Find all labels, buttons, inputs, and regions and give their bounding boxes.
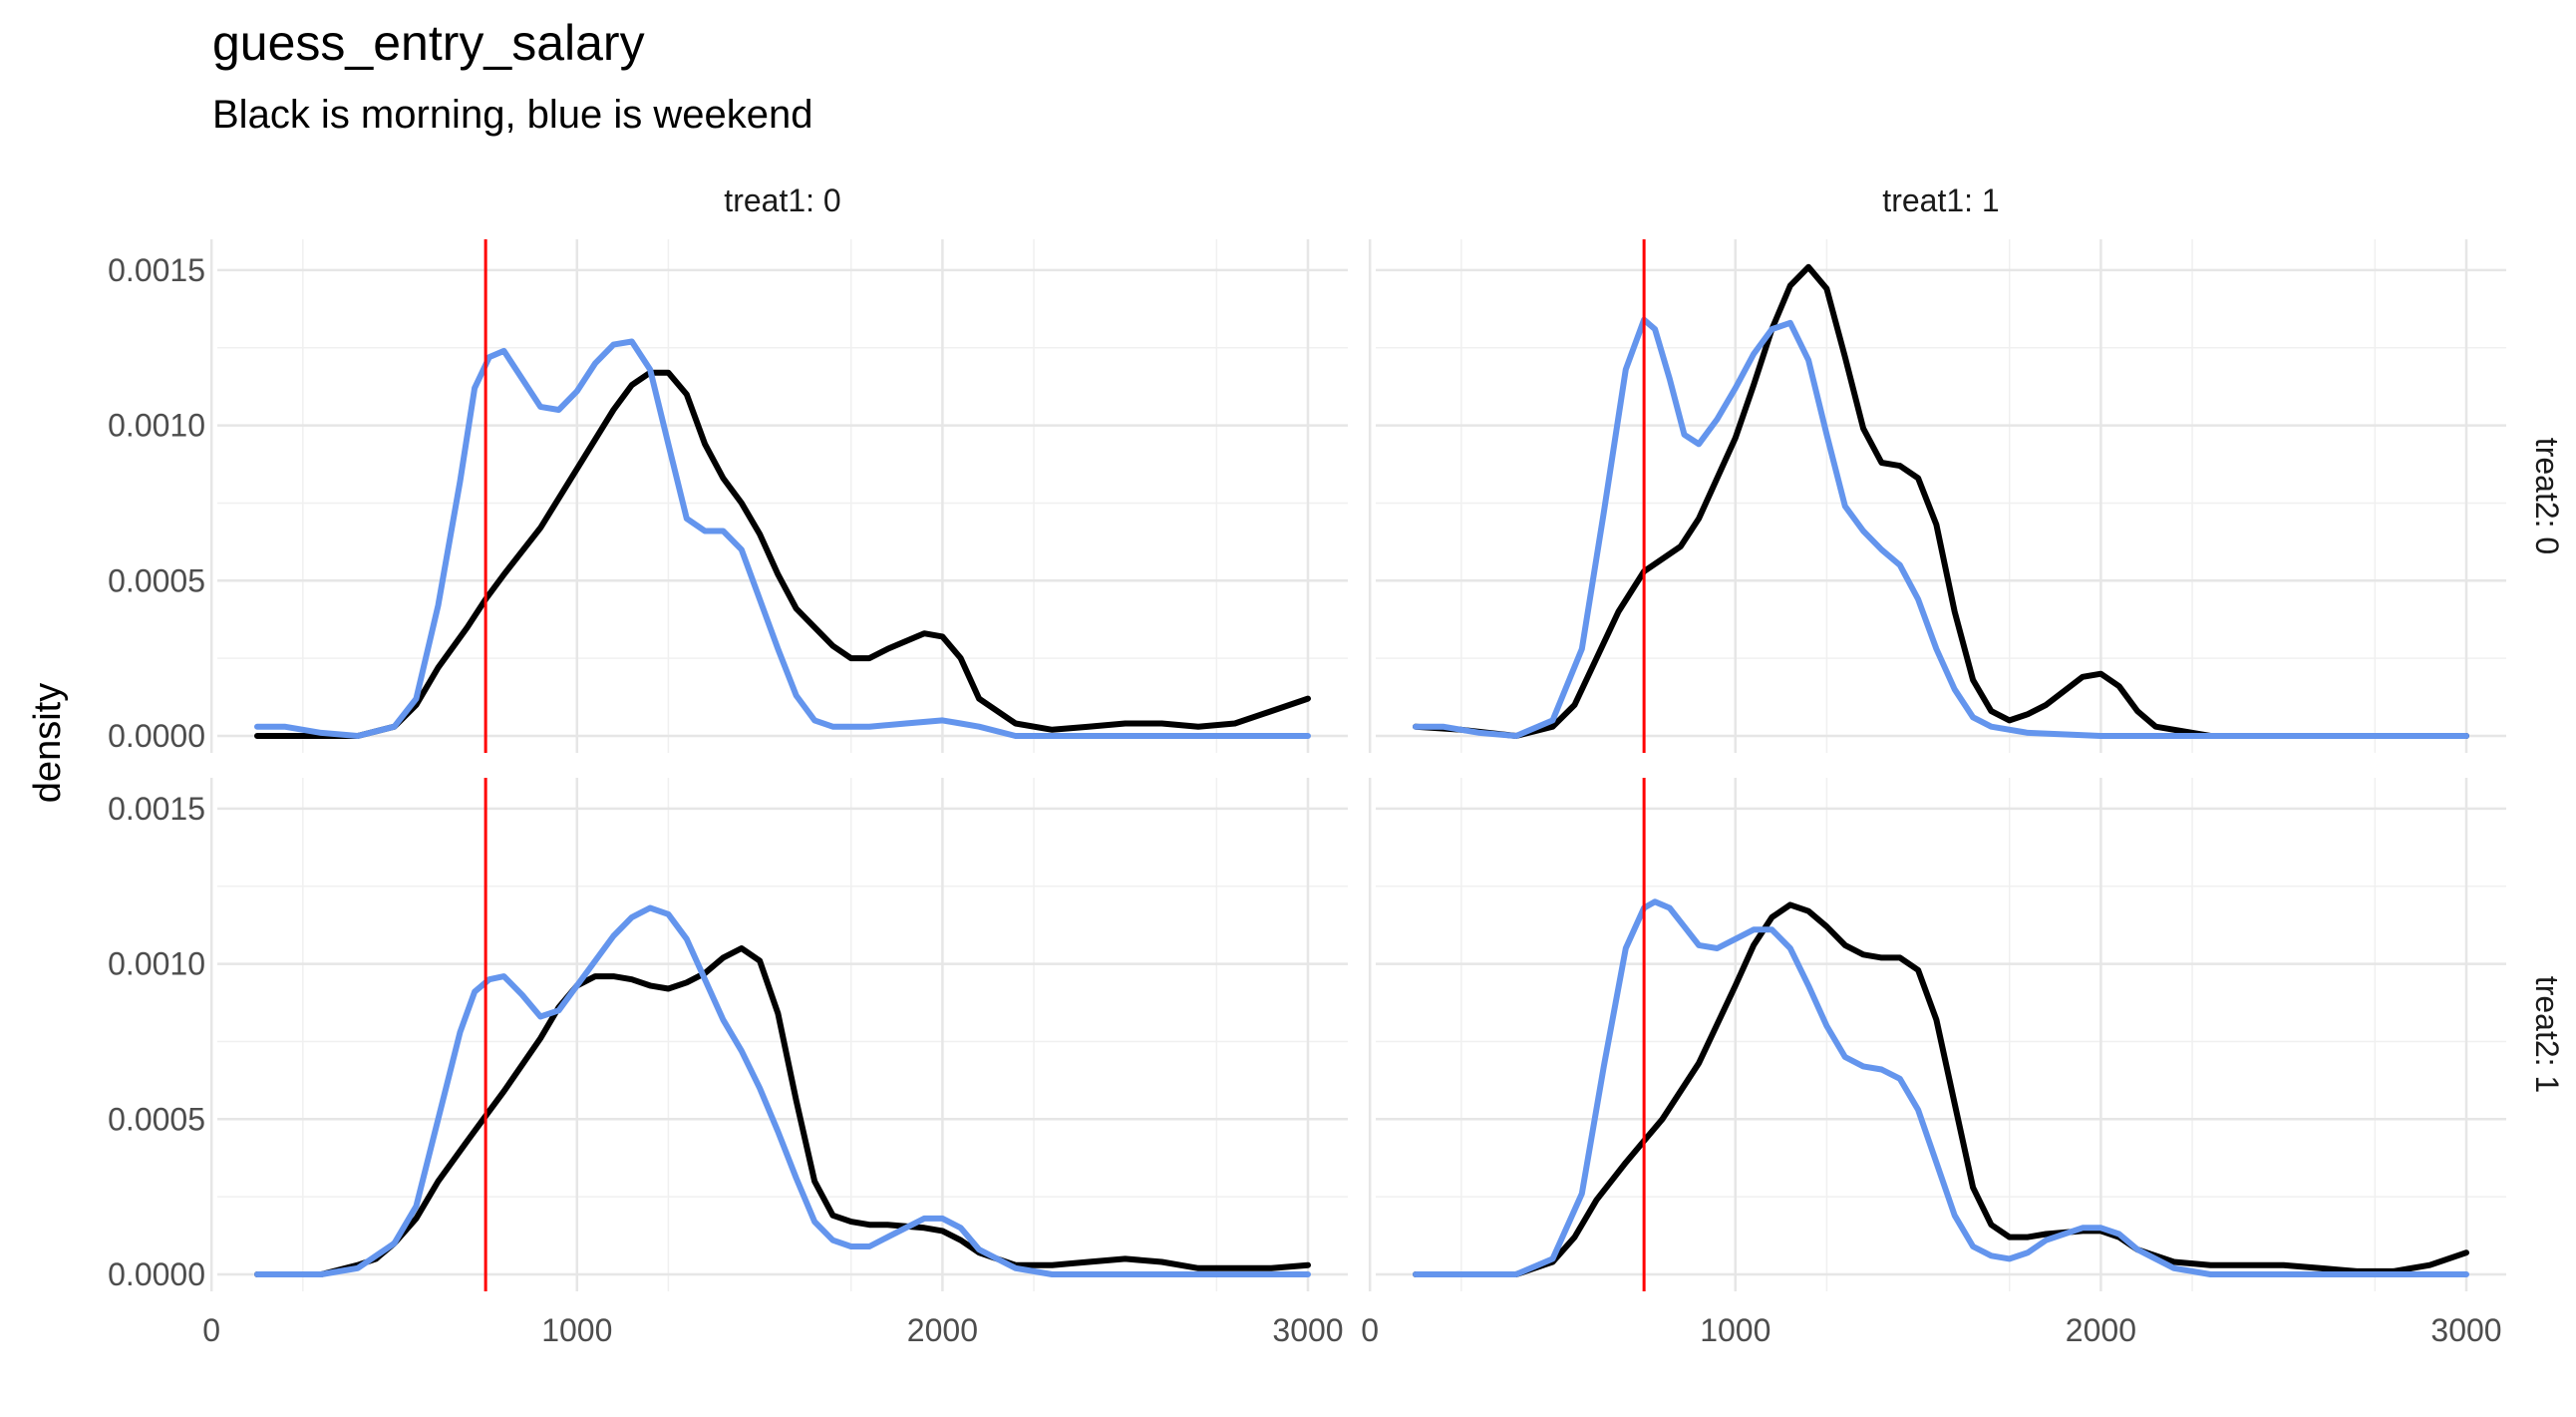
facet-panel: treat1: 1 treat2: 0 bbox=[1368, 182, 2565, 753]
density-line-weekend bbox=[254, 904, 1311, 1277]
density-line-weekend bbox=[254, 338, 1311, 739]
facet-panel: 0 1000 2000 3000 treat2: 1 bbox=[1361, 778, 2565, 1348]
density-line-morning bbox=[1413, 901, 2469, 1277]
density-line-morning bbox=[254, 945, 1311, 1277]
density-line-morning bbox=[1413, 263, 2469, 739]
x-tick-label: 2000 bbox=[2066, 1312, 2136, 1348]
y-tick-label: 0.0005 bbox=[108, 562, 205, 598]
x-tick-label: 0 bbox=[1361, 1312, 1379, 1348]
y-tick-label: 0.0010 bbox=[108, 946, 205, 982]
x-tick-label: 2000 bbox=[907, 1312, 978, 1348]
y-tick-label: 0.0015 bbox=[108, 252, 205, 288]
y-tick-label: 0.0005 bbox=[108, 1101, 205, 1137]
x-tick-label: 3000 bbox=[2430, 1312, 2501, 1348]
x-tick-label: 1000 bbox=[541, 1312, 612, 1348]
facet-row-label: treat2: 0 bbox=[2529, 438, 2565, 554]
x-tick-label: 0 bbox=[202, 1312, 220, 1348]
density-line-weekend bbox=[1413, 898, 2469, 1277]
facet-panels: 0.0000 0.0005 0.0010 0.0015 treat1: 0 treat1:… bbox=[108, 182, 2565, 1348]
density-line-weekend bbox=[1413, 316, 2469, 739]
facet-panel: 0.0000 0.0005 0.0010 0.0015 0 1000 2000 3000 bbox=[108, 778, 1348, 1348]
density-line-morning bbox=[254, 369, 1311, 739]
facet-row-label: treat2: 1 bbox=[2529, 976, 2565, 1093]
x-tick-label: 3000 bbox=[1272, 1312, 1343, 1348]
facet-col-label: treat1: 0 bbox=[724, 182, 840, 218]
y-tick-label: 0.0000 bbox=[108, 718, 205, 754]
facet-panel: 0.0000 0.0005 0.0010 0.0015 treat1: 0 bbox=[108, 182, 1348, 754]
chart-subtitle: Black is morning, blue is weekend bbox=[212, 93, 813, 137]
x-tick-label: 1000 bbox=[1700, 1312, 1771, 1348]
y-tick-label: 0.0015 bbox=[108, 791, 205, 827]
chart-title: guess_entry_salary bbox=[212, 15, 645, 71]
y-axis-title: density bbox=[27, 683, 69, 803]
facet-col-label: treat1: 1 bbox=[1882, 182, 1999, 218]
y-tick-label: 0.0010 bbox=[108, 408, 205, 444]
y-tick-label: 0.0000 bbox=[108, 1256, 205, 1292]
